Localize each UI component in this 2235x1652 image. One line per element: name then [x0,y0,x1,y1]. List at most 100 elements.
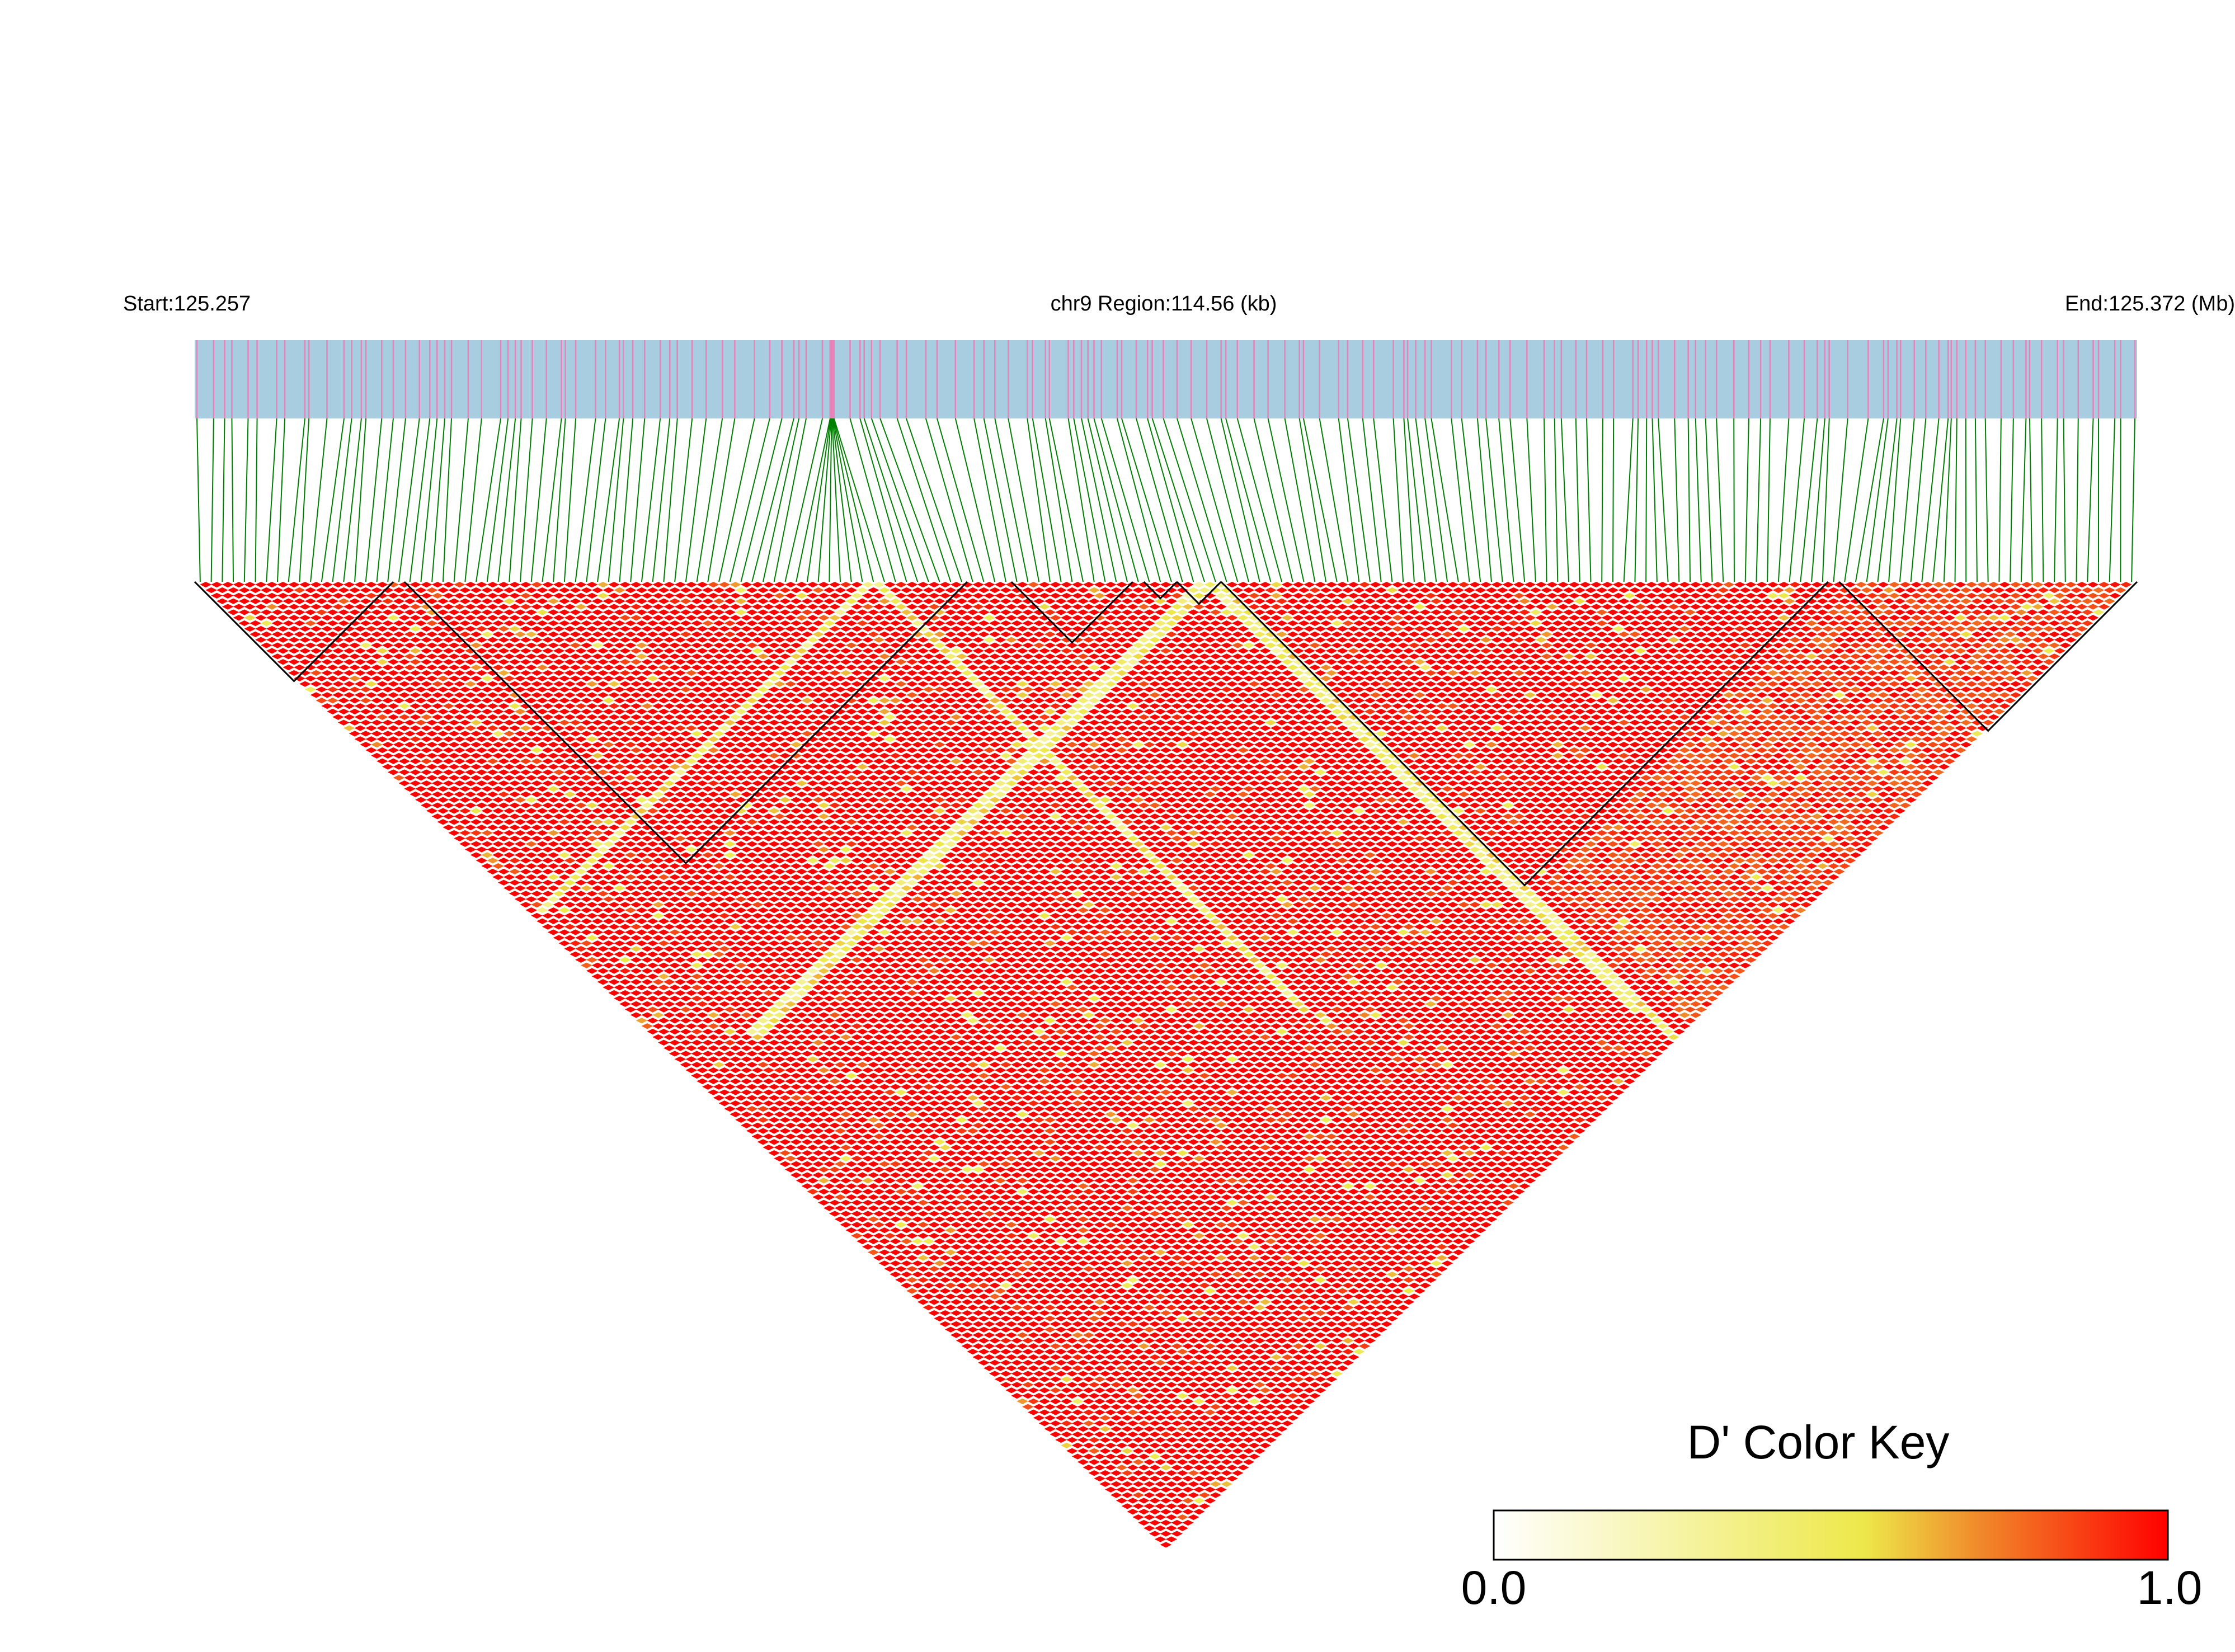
ld-cell [1160,1321,1172,1327]
ld-cell [1171,1387,1183,1394]
ld-cell [614,830,625,836]
ld-cell [1243,1326,1255,1333]
ld-cell [984,1111,995,1118]
ld-cell [901,1006,912,1013]
ld-cell [857,1216,868,1222]
ld-cell [630,846,642,853]
ld-cell [1055,1249,1067,1255]
ld-cell [718,813,731,820]
ld-cell [1033,1172,1045,1178]
ld-cell [978,1359,990,1366]
ld-cell [818,924,830,930]
ld-cell [1094,1398,1105,1405]
ld-cell [956,1326,968,1333]
ld-cell [476,802,488,808]
ld-cell [707,924,719,930]
ld-cell [1177,1448,1188,1454]
ld-cell [1226,1343,1238,1349]
ld-cell [1243,1371,1255,1377]
snp-connector [1899,418,1915,582]
ld-cell [1028,1145,1039,1151]
ld-cell [680,1028,692,1035]
snp-connector [376,418,394,582]
ld-cell [464,780,477,787]
ld-cell [984,1332,995,1338]
ld-cell [597,725,609,731]
ld-cell [1110,1349,1122,1355]
ld-cell [763,858,775,864]
ld-cell [603,785,615,792]
ld-cell [470,675,482,681]
ld-cell [1231,1415,1244,1421]
ld-cell [288,625,300,632]
ld-cell [707,835,719,841]
ld-cell [553,747,565,754]
ld-cell [514,719,526,726]
ld-cell [1221,1459,1232,1465]
ld-cell [890,1249,901,1255]
ld-cell [1182,1486,1194,1493]
ld-cell [801,1172,813,1178]
ld-cell [768,1062,780,1068]
ld-cell [619,769,631,775]
ld-cell [691,1072,703,1079]
ld-cell [680,1062,692,1068]
ld-cell [448,664,460,671]
ld-cell [459,620,471,627]
ld-cell [1038,1122,1051,1128]
ld-cell [984,1343,995,1349]
ld-cell [1221,1426,1232,1432]
ld-cell [757,841,769,847]
ld-cell [724,841,736,847]
ld-cell [972,1354,984,1361]
ld-cell [614,742,625,748]
ld-cell [674,802,686,808]
ld-cell [377,725,388,731]
ld-cell [801,1062,813,1068]
ld-cell [923,1216,935,1222]
ld-cell [283,587,294,594]
ld-cell [950,1034,962,1041]
ld-cell [763,1111,775,1118]
ld-cell [1083,1199,1095,1206]
snp-connector [1236,418,1283,582]
ld-cell [448,752,460,759]
ld-cell [713,995,725,1002]
ld-cell [304,664,317,671]
ld-cell [774,1045,785,1051]
ld-cell [1198,1426,1211,1432]
ld-cell [217,587,228,594]
ld-cell [591,664,604,671]
ld-cell [1028,1409,1039,1415]
ld-cell [829,1012,841,1018]
ld-cell [906,1012,918,1018]
ld-cell [746,1051,758,1057]
ld-cell [266,592,278,599]
ld-cell [415,620,427,627]
ld-cell [1182,1288,1194,1294]
ld-cell [547,907,559,914]
ld-cell [371,686,383,693]
ld-cell [878,1161,891,1167]
ld-cell [443,582,454,588]
ld-cell [630,813,642,820]
ld-cell [624,863,637,869]
ld-cell [514,664,526,671]
ld-cell [492,797,504,803]
ld-cell [503,742,515,748]
ld-cell [619,935,631,941]
snp-connector [586,418,606,582]
ld-cell [603,775,615,781]
ld-cell [498,637,510,643]
ld-cell [857,962,868,968]
ld-cell [393,642,405,648]
ld-cell [321,615,333,621]
ld-cell [1022,1260,1034,1267]
ld-cell [1066,1293,1078,1300]
ld-cell [1071,1376,1084,1382]
ld-cell [1215,1453,1227,1460]
ld-cell [785,1089,797,1095]
snp-connector [1461,418,1481,582]
ld-cell [763,891,775,897]
ld-cell [454,670,465,676]
